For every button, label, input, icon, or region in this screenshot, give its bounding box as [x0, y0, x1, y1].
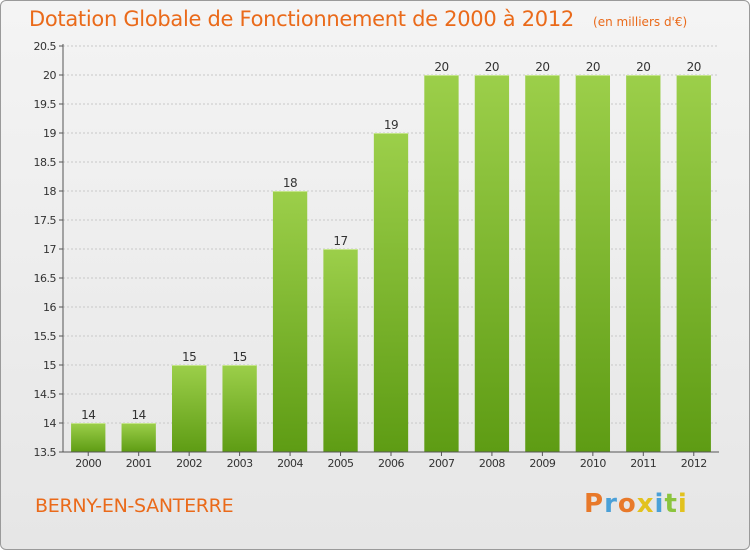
bar-value-label: 14 [81, 408, 95, 422]
x-tick-label: 2011 [630, 457, 656, 470]
bar [272, 191, 308, 452]
y-tick-label: 20.5 [34, 40, 57, 53]
x-tick-label: 2003 [227, 457, 253, 470]
title-row: Dotation Globale de Fonctionnement de 20… [29, 7, 687, 31]
logo-letter: P [584, 489, 605, 519]
logo-letter: x [636, 489, 655, 519]
axes [59, 44, 719, 456]
x-tick-label: 2012 [681, 457, 707, 470]
x-tick-label: 2000 [75, 457, 101, 470]
y-tick-label: 16.5 [34, 272, 57, 285]
bar [525, 75, 560, 452]
x-tick-label: 2010 [580, 457, 606, 470]
bar-value-label: 15 [232, 350, 246, 364]
y-tick-label: 19 [43, 127, 56, 140]
bar [424, 75, 459, 452]
y-tick-label: 14 [43, 417, 56, 430]
y-tick-label: 15.5 [34, 330, 57, 343]
y-tick-label: 13.5 [34, 446, 57, 459]
bar [626, 75, 661, 452]
bar [171, 365, 207, 452]
y-tick-label: 17 [43, 243, 56, 256]
bar [323, 249, 358, 452]
bar [474, 75, 510, 452]
x-tick-label: 2002 [176, 457, 202, 470]
bar [575, 75, 611, 452]
logo-letter: t [664, 489, 678, 519]
logo-letter: r [604, 489, 618, 519]
y-tick-label: 15 [43, 359, 56, 372]
x-tick-label: 2001 [126, 457, 152, 470]
logo-letter: i [654, 489, 665, 519]
bar-value-label: 20 [586, 60, 600, 74]
chart-title: Dotation Globale de Fonctionnement de 20… [29, 7, 574, 31]
logo-letter: o [617, 489, 637, 519]
bar-value-label: 18 [283, 176, 297, 190]
y-tick-label: 20 [43, 69, 56, 82]
y-tick-label: 16 [43, 301, 56, 314]
bar-value-label: 20 [434, 60, 448, 74]
x-tick-label: 2005 [328, 457, 354, 470]
bar [121, 423, 156, 452]
y-tick-label: 14.5 [34, 388, 57, 401]
logo-letter: i [677, 489, 688, 519]
bar-value-label: 20 [485, 60, 499, 74]
y-tick-label: 18 [43, 185, 56, 198]
bar-value-label: 20 [535, 60, 549, 74]
y-tick-label: 17.5 [34, 214, 57, 227]
bar [222, 365, 257, 452]
x-tick-label: 2008 [479, 457, 505, 470]
y-tick-label: 19.5 [34, 98, 57, 111]
labels: 13.5 14 14.5 15 15.5 16 16.5 17 17.5 18 18.5 19 19.5… [34, 40, 708, 470]
commune-name: BERNY-EN-SANTERRE [35, 495, 234, 517]
bar-value-label: 15 [182, 350, 196, 364]
x-tick-label: 2007 [428, 457, 454, 470]
bar [71, 423, 106, 452]
bar-value-label: 17 [333, 234, 347, 248]
x-tick-label: 2006 [378, 457, 404, 470]
bar-value-label: 20 [687, 60, 701, 74]
bars [71, 75, 711, 452]
bar-value-label: 14 [132, 408, 146, 422]
proxiti-logo[interactable]: Proxiti [584, 489, 688, 519]
bar [676, 75, 711, 452]
bar [373, 133, 409, 452]
y-tick-label: 18.5 [34, 156, 57, 169]
x-tick-label: 2004 [277, 457, 303, 470]
bar-value-label: 19 [384, 118, 398, 132]
chart-subtitle: (en milliers d'€) [593, 15, 688, 29]
x-tick-label: 2009 [529, 457, 555, 470]
bar-value-label: 20 [636, 60, 650, 74]
